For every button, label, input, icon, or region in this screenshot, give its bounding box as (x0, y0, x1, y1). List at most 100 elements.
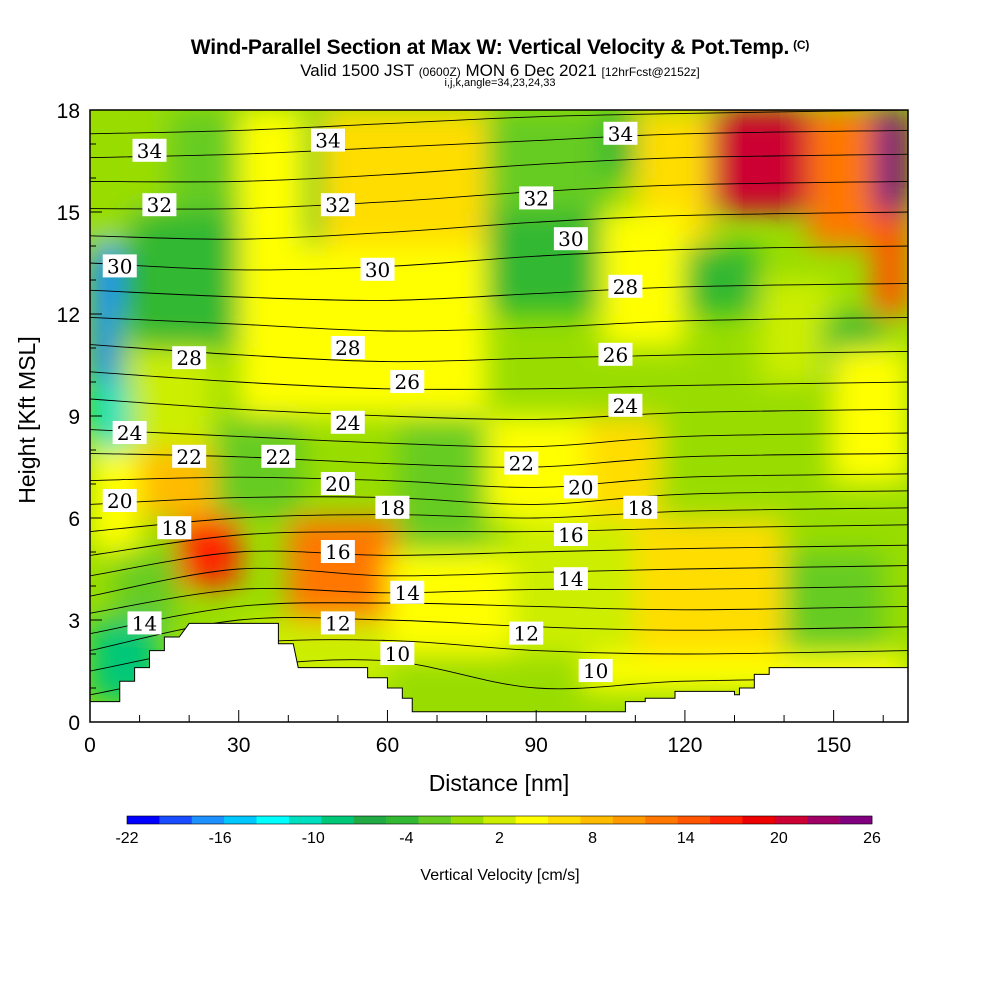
theta-line-12 (90, 429, 908, 448)
theta-label-20: 20 (563, 475, 598, 499)
theta-label-text: 12 (325, 611, 350, 635)
theta-label-text: 28 (335, 336, 360, 360)
theta-line-14 (90, 371, 908, 390)
theta-contours (90, 110, 908, 696)
theta-line-9 (90, 490, 908, 505)
y-tick-label-9: 9 (68, 406, 80, 429)
colorbar-swatch-7 (353, 816, 387, 824)
velocity-cell-40 (387, 654, 586, 712)
theta-line-15 (90, 344, 908, 363)
theta-label-box (608, 393, 643, 417)
x-tick-label-60: 60 (376, 734, 399, 757)
theta-label-14: 14 (553, 567, 588, 591)
colorbar-swatch-11 (483, 816, 516, 824)
theta-label-box (330, 336, 365, 359)
x-tick-label-120: 120 (667, 734, 702, 757)
theta-label-12: 12 (509, 621, 544, 646)
theta-label-text: 16 (325, 540, 350, 564)
velocity-cell-14 (873, 110, 908, 212)
velocity-cell-12 (709, 110, 809, 212)
theta-label-32: 32 (142, 193, 177, 217)
theta-label-box (320, 540, 355, 563)
theta-label-text: 32 (325, 193, 350, 217)
theta-label-32: 32 (320, 193, 355, 217)
theta-label-14: 14 (127, 611, 162, 635)
theta-label-text: 22 (176, 445, 201, 469)
theta-label-box (380, 642, 415, 665)
theta-label-text: 30 (365, 258, 390, 282)
theta-line-22 (90, 129, 908, 159)
theta-label-text: 34 (137, 139, 162, 163)
theta-label-text: 20 (107, 489, 132, 513)
theta-label-14: 14 (390, 580, 425, 605)
colorbar-swatch-20 (774, 816, 808, 824)
theta-line-16 (90, 316, 908, 332)
theta-label-box (598, 342, 633, 366)
theta-label-box (578, 659, 613, 682)
colorbar-swatch-8 (386, 816, 419, 824)
velocity-cell-34 (833, 348, 908, 484)
theta-label-text: 22 (509, 452, 534, 476)
forecast-info: [12hrFcst@2152z] (601, 65, 700, 79)
velocity-cell-4 (129, 212, 239, 348)
theta-label-28: 28 (608, 274, 643, 299)
velocity-cell-13 (808, 110, 874, 246)
colorbar-swatch-4 (256, 816, 290, 824)
theta-label-box (320, 472, 355, 495)
y-tick-label-18: 18 (57, 100, 80, 123)
theta-label-24: 24 (112, 421, 147, 445)
colorbar-tick-20: 20 (770, 830, 788, 847)
colorbar-tick--10: -10 (302, 830, 325, 847)
y-tick-label-0: 0 (68, 712, 80, 735)
velocity-cell-27 (114, 552, 180, 620)
theta-label-text: 24 (613, 394, 638, 418)
theta-label-30: 30 (553, 227, 588, 251)
colorbar-swatch-10 (450, 816, 484, 824)
colorbar-swatch-13 (548, 816, 581, 824)
y-tick-label-12: 12 (57, 304, 80, 327)
theta-label-box (504, 451, 539, 475)
theta-label-text: 18 (162, 516, 187, 540)
colorbar-swatch-21 (807, 816, 840, 824)
x-tick-label-30: 30 (227, 734, 250, 757)
theta-label-box (563, 475, 598, 499)
x-tick-label-0: 0 (84, 734, 96, 757)
theta-label-16: 16 (320, 540, 355, 564)
theta-line-11 (90, 452, 908, 468)
colorbar-swatch-6 (321, 816, 355, 824)
theta-line-21 (90, 153, 908, 183)
y-axis: 0 3 6 9 12 15 18 (57, 100, 102, 735)
theta-label-text: 28 (613, 275, 638, 299)
theta-label-16: 16 (553, 523, 588, 547)
theta-label-box (608, 274, 643, 298)
x-axis-label: Distance [nm] (429, 770, 570, 796)
velocity-cell-19 (759, 280, 834, 382)
theta-label-box (390, 370, 425, 393)
x-tick-label-150: 150 (816, 734, 851, 757)
y-tick-label-15: 15 (57, 202, 80, 225)
theta-label-text: 24 (117, 421, 142, 445)
chart-subtitle: Valid 1500 JST (0600Z) MON 6 Dec 2021 [1… (0, 61, 1000, 81)
theta-label-box (310, 128, 345, 152)
theta-label-22: 22 (261, 444, 296, 469)
colorbar-swatch-14 (580, 816, 614, 824)
theta-label-24: 24 (330, 410, 365, 435)
velocity-cell-38 (784, 552, 884, 654)
velocity-cell-5 (169, 110, 239, 212)
theta-label-box (320, 611, 355, 635)
theta-label-box (375, 495, 410, 519)
theta-label-text: 10 (583, 659, 608, 683)
colorbar-swatch-18 (710, 816, 743, 824)
valid-date: MON 6 Dec 2021 (465, 61, 597, 80)
velocity-cell-37 (635, 518, 785, 654)
theta-label-10: 10 (578, 659, 613, 683)
theta-label-20: 20 (320, 472, 355, 496)
theta-label-box (553, 227, 588, 251)
copyright-mark: (C) (793, 38, 810, 52)
theta-label-box (390, 580, 425, 604)
theta-label-26: 26 (390, 370, 425, 394)
chart-title: Wind-Parallel Section at Max W: Vertical… (0, 36, 1000, 60)
theta-label-text: 10 (385, 642, 410, 666)
theta-label-20: 20 (102, 489, 137, 513)
colorbar-swatch-12 (515, 816, 549, 824)
